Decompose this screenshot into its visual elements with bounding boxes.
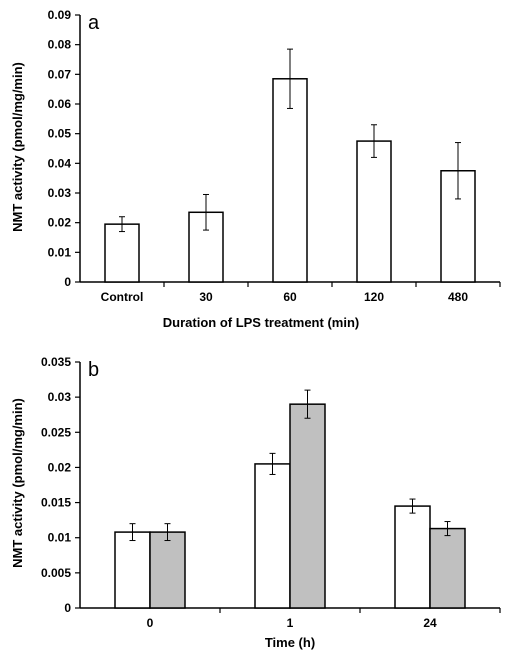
panel-b-y-tick-label: 0.015: [41, 496, 71, 510]
panel-a-y-tick-label: 0.09: [48, 8, 72, 22]
panel-a-x-tick-label: 30: [199, 290, 213, 304]
panel-b-x-tick-label: 0: [147, 616, 154, 630]
panel-b-bar: [289, 403, 326, 609]
panel-b-x-tick-label: 1: [287, 616, 294, 630]
panel-a-y-tick-label: 0.01: [48, 245, 72, 259]
panel-a-x-tick-label: 480: [448, 290, 468, 304]
panel-a-x-tick-label: Control: [101, 290, 144, 304]
panel-b-y-tick-label: 0.025: [41, 425, 71, 439]
panel-b-bar: [114, 531, 151, 609]
panel-b-x-axis-title: Time (h): [265, 635, 315, 650]
panel-b: b NMT activity (pmol/mg/min) Time (h) 00…: [10, 355, 501, 650]
panel-b-letter: b: [88, 359, 99, 381]
panel-a-plot-area: 0 0.01 0.02 0.03 0.04 0.05 0.06 0.07 0.08 0.09 Con…: [48, 8, 501, 304]
panel-a-x-axis-title: Duration of LPS treatment (min): [163, 315, 359, 330]
panel-b-y-tick-label: 0: [64, 601, 71, 615]
panel-a-y-tick-label: 0.03: [48, 186, 72, 200]
panel-b-bar: [149, 531, 186, 609]
panel-b-y-axis-title: NMT activity (pmol/mg/min): [10, 398, 25, 568]
panel-a-x-tick-label: 60: [283, 290, 297, 304]
panel-b-bar: [254, 463, 291, 609]
panel-b-x-tick-label: 24: [423, 616, 437, 630]
panel-b-plot-area: 0 0.005 0.01 0.015 0.02 0.025 0.03 0.035 0 1 24: [41, 355, 501, 630]
panel-b-bar: [394, 505, 431, 609]
panel-a-y-tick-label: 0.05: [48, 127, 72, 141]
panel-a: a NMT activity (pmol/mg/min) Duration of…: [10, 8, 501, 330]
panel-b-y-tick-label: 0.03: [48, 390, 72, 404]
panel-b-y-tick-label: 0.01: [48, 531, 72, 545]
panel-a-y-tick-label: 0.08: [48, 38, 72, 52]
panel-a-x-tick-label: 120: [364, 290, 384, 304]
panel-a-y-tick-label: 0.02: [48, 216, 72, 230]
panel-a-y-tick-label: 0: [64, 275, 71, 289]
panel-a-letter: a: [88, 12, 100, 34]
panel-a-y-axis-title: NMT activity (pmol/mg/min): [10, 62, 25, 232]
panel-a-y-tick-label: 0.06: [48, 97, 72, 111]
panel-a-bar: [272, 78, 308, 283]
panel-b-y-tick-label: 0.02: [48, 460, 72, 474]
panel-a-y-tick-label: 0.07: [48, 67, 72, 81]
panel-a-y-tick-label: 0.04: [48, 156, 72, 170]
panel-b-bar: [429, 527, 466, 609]
panel-a-bar: [104, 223, 140, 283]
panel-b-y-tick-label: 0.005: [41, 566, 71, 580]
panel-b-y-tick-label: 0.035: [41, 355, 71, 369]
panel-a-bar: [356, 140, 392, 283]
